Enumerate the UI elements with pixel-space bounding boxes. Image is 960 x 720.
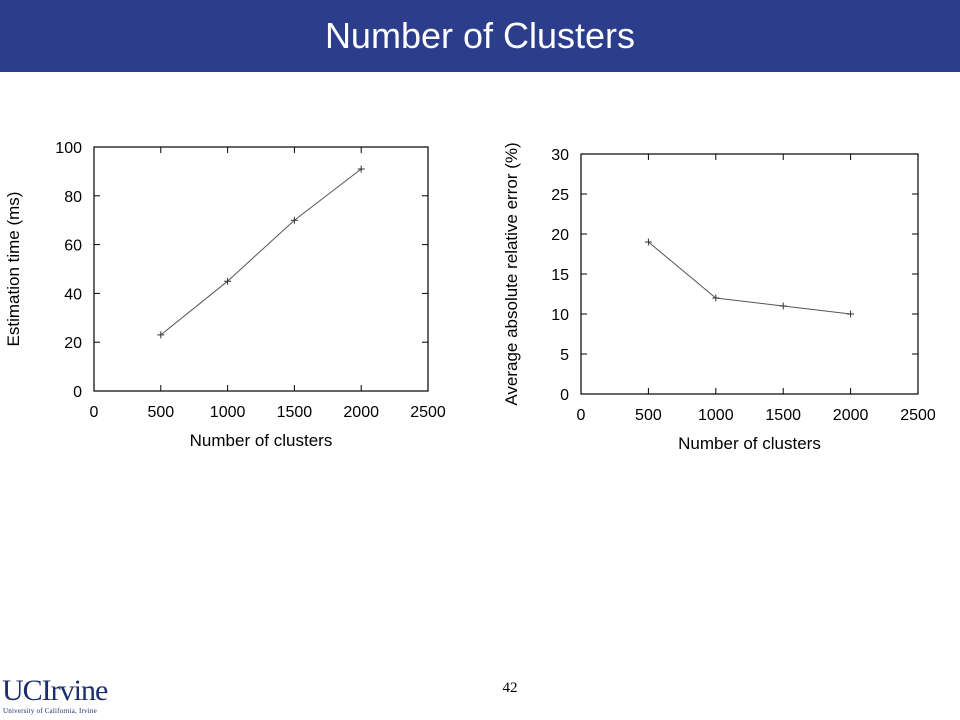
time-x-tick-label: 500 — [147, 404, 174, 421]
error-x-tick-label: 2000 — [833, 407, 869, 424]
time-plot-frame — [93, 146, 429, 392]
time-x-tick-label: 1500 — [277, 404, 313, 421]
time-x-tick-label: 2000 — [343, 404, 379, 421]
error-data-point — [644, 238, 652, 246]
time-y-tick-label: 60 — [64, 238, 82, 255]
time-x-tick-label: 2500 — [410, 404, 446, 421]
time-y-tick-label: 0 — [73, 384, 82, 401]
uci-logo: UCIrvine University of California, Irvin… — [2, 676, 134, 718]
error-y-tick-label: 5 — [560, 347, 569, 364]
time-data-point — [157, 331, 165, 339]
error-y-tick-label: 25 — [551, 187, 569, 204]
time-data-point — [224, 277, 232, 285]
error-y-axis-label: Average absolute relative error (%) — [502, 142, 521, 405]
page-number: 42 — [502, 680, 518, 696]
time-data-point — [357, 165, 365, 173]
logo-subtitle: University of California, Irvine — [3, 707, 97, 715]
title-bar: Number of Clusters — [0, 0, 960, 72]
error-y-tick-label: 10 — [551, 307, 569, 324]
error-x-tick-label: 2500 — [900, 407, 936, 424]
error-x-tick-label: 1000 — [698, 407, 734, 424]
time-y-tick-label: 100 — [55, 140, 82, 157]
slide-title: Number of Clusters — [324, 15, 636, 56]
error-x-tick-label: 0 — [577, 407, 586, 424]
error-x-tick-label: 500 — [635, 407, 662, 424]
time-x-tick-label: 0 — [90, 404, 99, 421]
chart-relative-error: 0 5 10 15 20 25 30 0 500 1000 1500 2000 2500 Number o… — [502, 142, 936, 453]
error-plot-frame — [580, 153, 919, 395]
time-y-axis-label: Estimation time (ms) — [4, 192, 23, 347]
time-x-axis-label: Number of clusters — [190, 431, 333, 450]
error-data-point — [847, 310, 855, 318]
time-x-tick-label: 1000 — [210, 404, 246, 421]
time-y-tick-label: 40 — [64, 286, 82, 303]
error-y-tick-label: 30 — [551, 147, 569, 164]
error-y-tick-label: 15 — [551, 267, 569, 284]
error-x-axis-label: Number of clusters — [678, 434, 821, 453]
time-data-point — [290, 216, 298, 224]
error-y-tick-label: 20 — [551, 227, 569, 244]
error-y-tick-label: 0 — [560, 387, 569, 404]
time-series-line — [160, 168, 362, 336]
error-data-point — [712, 294, 720, 302]
error-x-tick-label: 1500 — [765, 407, 801, 424]
logo-wordmark: UCIrvine — [2, 674, 108, 707]
time-y-tick-label: 80 — [64, 189, 82, 206]
error-series-line — [648, 241, 851, 315]
error-data-point — [779, 302, 787, 310]
time-y-tick-label: 20 — [64, 335, 82, 352]
